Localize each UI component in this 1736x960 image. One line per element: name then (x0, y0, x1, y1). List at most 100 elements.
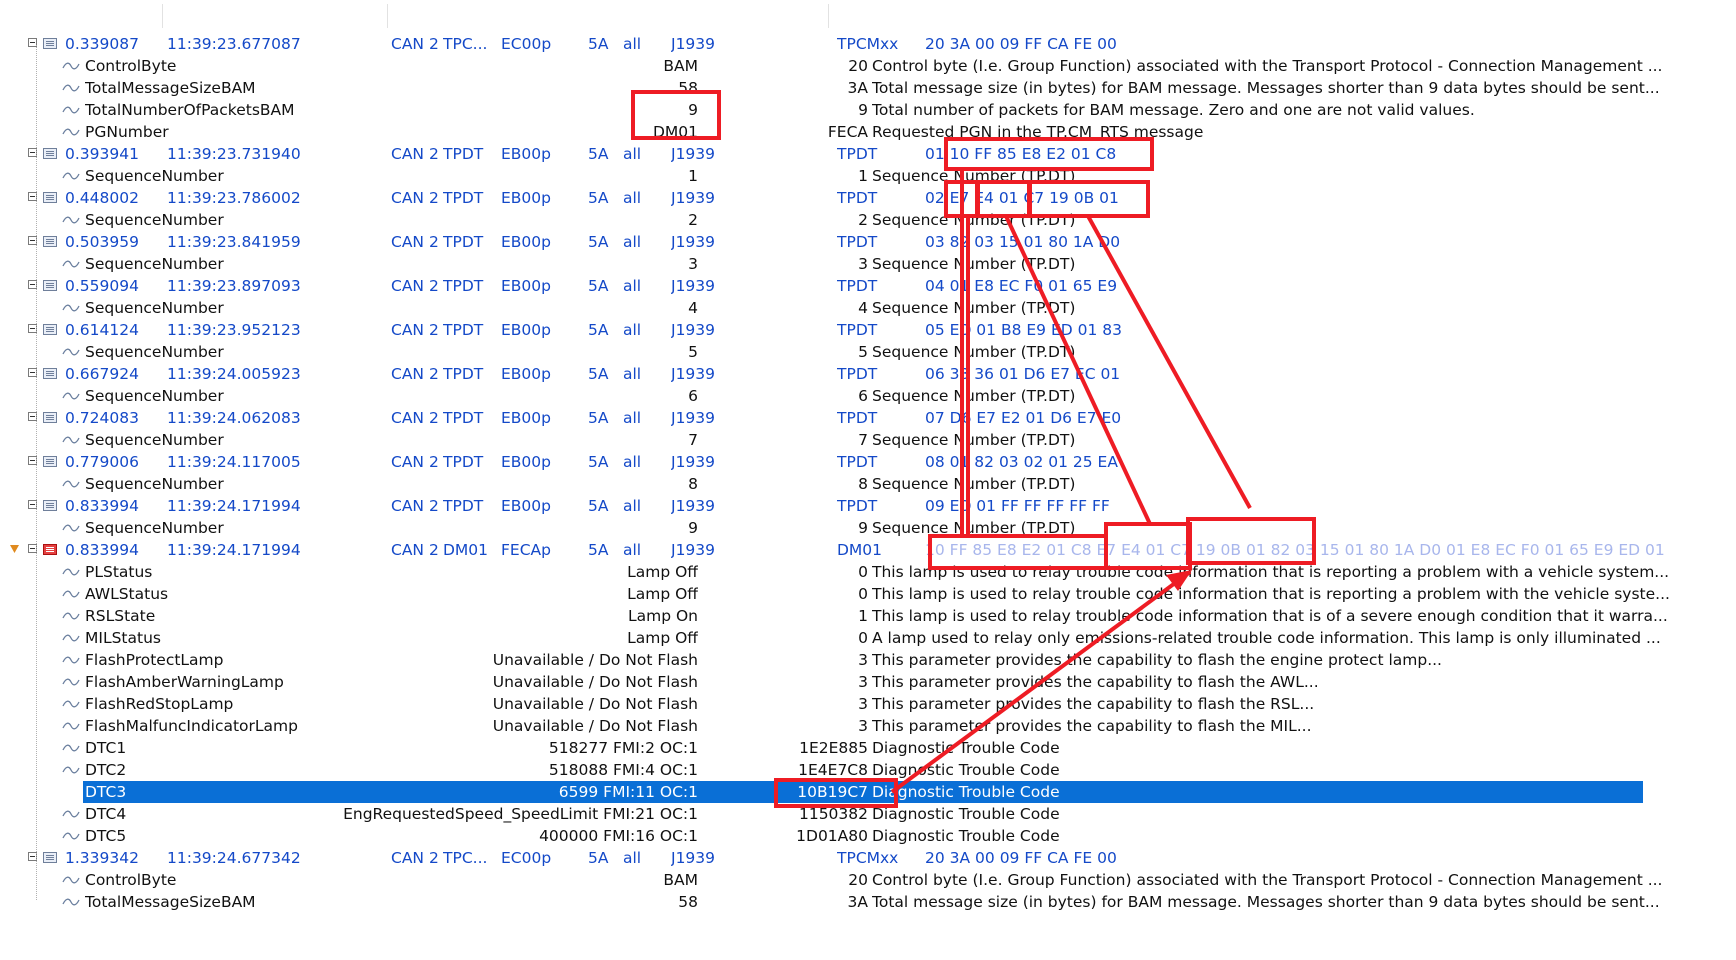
signal-row[interactable]: FlashRedStopLamp Unavailable / Do Not Fla… (0, 693, 1736, 715)
type-cell: TPDT (837, 497, 878, 515)
signal-row[interactable]: FlashAmberWarningLamp Unavailable / Do No… (0, 671, 1736, 693)
channel-cell: CAN 2 (391, 541, 439, 559)
signal-row[interactable]: AWLStatus Lamp Off 0 This lamp is used to r… (0, 583, 1736, 605)
channel-cell: CAN 2 (391, 145, 439, 163)
signal-row[interactable]: FlashProtectLamp Unavailable / Do Not Fla… (0, 649, 1736, 671)
time-cell: 0.667924 (65, 365, 139, 383)
protocol-cell: J1939 (671, 849, 716, 867)
signal-row[interactable]: SequenceNumber 4 4 Sequence Number (TP.DT) (0, 297, 1736, 319)
protocol-cell: J1939 (671, 541, 716, 559)
signal-row[interactable]: DTC4 EngRequestedSpeed_SpeedLimit FMI:21 … (0, 803, 1736, 825)
signal-value-cell: 8 (688, 475, 698, 493)
message-row[interactable]: 0.779006 11:39:24.117005 CAN 2 TPDT EB00p 5A a… (0, 451, 1736, 473)
column-separator[interactable] (828, 4, 829, 28)
name-cell: TPDT (443, 233, 484, 251)
signal-raw-cell: 8 (858, 475, 868, 493)
signal-row[interactable]: PLStatus Lamp Off 0 This lamp is used to re… (0, 561, 1736, 583)
channel-cell: CAN 2 (391, 365, 439, 383)
message-row[interactable]: 0.503959 11:39:23.841959 CAN 2 TPDT EB00p 5A a… (0, 231, 1736, 253)
signal-description-cell: Sequence Number (TP.DT) (872, 519, 1076, 537)
id-cell: EC00p (501, 35, 552, 53)
signal-name-cell: SequenceNumber (85, 387, 224, 405)
signal-description-cell: Sequence Number (TP.DT) (872, 387, 1076, 405)
signal-name-cell: SequenceNumber (85, 475, 224, 493)
message-row[interactable]: 0.339087 11:39:23.677087 CAN 2 TPC... EC00p 5… (0, 33, 1736, 55)
id-cell: EB00p (501, 321, 551, 339)
signal-name-cell: SequenceNumber (85, 519, 224, 537)
message-row[interactable]: 0.833994 11:39:24.171994 CAN 2 TPDT EB00p 5A a… (0, 495, 1736, 517)
signal-wave-icon (62, 62, 80, 70)
abs-time-cell: 11:39:24.677342 (167, 849, 301, 867)
signal-row[interactable]: DTC5 400000 FMI:16 OC:1 1D01A80 Diagnostic … (0, 825, 1736, 847)
signal-wave-icon (62, 84, 80, 92)
signal-value-cell: BAM (663, 871, 698, 889)
signal-wave-icon (62, 766, 80, 774)
signal-description-cell: This parameter provides the capability t… (872, 695, 1315, 713)
message-row[interactable]: 0.833994 11:39:24.171994 CAN 2 DM01 FECAp 5A a… (0, 539, 1736, 561)
abs-time-cell: 11:39:24.171994 (167, 541, 301, 559)
signal-raw-cell: 1E4E7C8 (798, 761, 868, 779)
signal-row[interactable]: MILStatus Lamp Off 0 A lamp used to relay o… (0, 627, 1736, 649)
time-cell: 0.503959 (65, 233, 139, 251)
signal-row[interactable]: SequenceNumber 7 7 Sequence Number (TP.DT) (0, 429, 1736, 451)
column-separator[interactable] (162, 4, 163, 28)
type-cell: TPDT (837, 453, 878, 471)
signal-value-cell: 518088 FMI:4 OC:1 (548, 761, 698, 779)
signal-row[interactable]: SequenceNumber 6 6 Sequence Number (TP.DT) (0, 385, 1736, 407)
signal-description-cell: Sequence Number (TP.DT) (872, 167, 1076, 185)
signal-row[interactable]: DTC1 518277 FMI:2 OC:1 1E2E885 Diagnostic T… (0, 737, 1736, 759)
signal-row[interactable]: TotalNumberOfPacketsBAM 9 9 Total number of… (0, 99, 1736, 121)
source-cell: 5A (588, 453, 609, 471)
signal-row[interactable]: TotalMessageSizeBAM 58 3A Total message siz… (0, 77, 1736, 99)
name-cell: TPDT (443, 365, 484, 383)
name-cell: TPDT (443, 145, 484, 163)
signal-row[interactable]: SequenceNumber 3 3 Sequence Number (TP.DT) (0, 253, 1736, 275)
signal-name-cell: SequenceNumber (85, 211, 224, 229)
signal-value-cell: 58 (678, 893, 698, 911)
destination-cell: all (623, 321, 642, 339)
abs-time-cell: 11:39:23.677087 (167, 35, 301, 53)
signal-description-cell: Total number of packets for BAM message.… (872, 101, 1475, 119)
signal-wave-icon (62, 832, 80, 840)
collapse-toggle[interactable] (28, 38, 37, 47)
signal-name-cell: DTC4 (85, 805, 127, 823)
abs-time-cell: 11:39:23.841959 (167, 233, 301, 251)
signal-row[interactable]: SequenceNumber 1 1 Sequence Number (TP.DT) (0, 165, 1736, 187)
signal-wave-icon (62, 700, 80, 708)
signal-raw-cell: 3 (858, 717, 868, 735)
signal-name-cell: FlashProtectLamp (85, 651, 224, 669)
message-row[interactable]: 0.393941 11:39:23.731940 CAN 2 TPDT EB00p 5A a… (0, 143, 1736, 165)
time-cell: 0.393941 (65, 145, 139, 163)
signal-row[interactable]: PGNumber DM01 FECA Requested PGN in the TP.… (0, 121, 1736, 143)
signal-value-cell: 5 (688, 343, 698, 361)
data-bytes-cell: 10 FF 85 E8 E2 01 C8 E7 E4 01 C7 19 0B 0… (925, 541, 1665, 559)
signal-row[interactable]: SequenceNumber 9 9 Sequence Number (TP.DT) (0, 517, 1736, 539)
message-row[interactable]: 0.667924 11:39:24.005923 CAN 2 TPDT EB00p 5A a… (0, 363, 1736, 385)
data-bytes-cell: 20 3A 00 09 FF CA FE 00 (925, 35, 1117, 53)
signal-row[interactable]: SequenceNumber 5 5 Sequence Number (TP.DT) (0, 341, 1736, 363)
signal-row[interactable]: DTC3 6599 FMI:11 OC:1 10B19C7 Diagnostic Tr… (0, 781, 1736, 803)
column-header-bar (0, 0, 1736, 30)
message-row[interactable]: 0.448002 11:39:23.786002 CAN 2 TPDT EB00p 5A a… (0, 187, 1736, 209)
name-cell: TPDT (443, 453, 484, 471)
message-row[interactable]: 0.614124 11:39:23.952123 CAN 2 TPDT EB00p 5A a… (0, 319, 1736, 341)
channel-cell: CAN 2 (391, 321, 439, 339)
message-row[interactable]: 0.559094 11:39:23.897093 CAN 2 TPDT EB00p 5A a… (0, 275, 1736, 297)
signal-row[interactable]: ControlByte BAM 20 Control byte (I.e. Group… (0, 55, 1736, 77)
signal-row[interactable]: FlashMalfuncIndicatorLamp Unavailable / D… (0, 715, 1736, 737)
message-row[interactable]: 1.339342 11:39:24.677342 CAN 2 TPC... EC00p 5… (0, 847, 1736, 869)
signal-name-cell: AWLStatus (85, 585, 169, 603)
message-row[interactable]: 0.724083 11:39:24.062083 CAN 2 TPDT EB00p 5A a… (0, 407, 1736, 429)
destination-cell: all (623, 365, 642, 383)
column-separator[interactable] (387, 4, 388, 28)
signal-row[interactable]: DTC2 518088 FMI:4 OC:1 1E4E7C8 Diagnostic T… (0, 759, 1736, 781)
signal-wave-icon (62, 898, 80, 906)
signal-wave-icon (62, 348, 80, 356)
signal-row[interactable]: TotalMessageSizeBAM 58 3A Total message siz… (0, 891, 1736, 913)
signal-row[interactable]: SequenceNumber 2 2 Sequence Number (TP.DT) (0, 209, 1736, 231)
signal-row[interactable]: ControlByte BAM 20 Control byte (I.e. Group… (0, 869, 1736, 891)
signal-raw-cell: 1E2E885 (799, 739, 868, 757)
signal-row[interactable]: SequenceNumber 8 8 Sequence Number (TP.DT) (0, 473, 1736, 495)
signal-value-cell: 518277 FMI:2 OC:1 (548, 739, 698, 757)
signal-row[interactable]: RSLState Lamp On 1 This lamp is used to rel… (0, 605, 1736, 627)
